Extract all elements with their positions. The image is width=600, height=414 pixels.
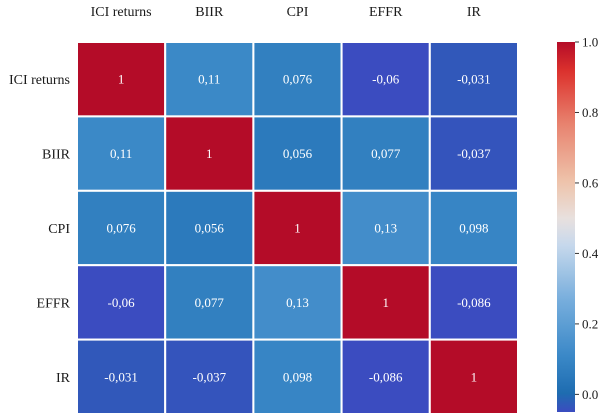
cell-value-label: -0,037 [457, 146, 491, 161]
x-tick-label: EFFR [369, 5, 403, 20]
heatmap-cell [164, 264, 255, 341]
heatmap-cell [76, 41, 167, 118]
cell-value-label: 1 [382, 295, 389, 310]
cell-value-label: -0,031 [457, 72, 491, 87]
cell-value-label: 1 [471, 369, 478, 384]
cell-value-label: 0,077 [195, 295, 225, 310]
colorbar-tick-label: 0.4 [582, 246, 599, 261]
heatmap-cell [76, 115, 167, 192]
x-tick-label: BIIR [195, 5, 224, 20]
cell-value-label: 0,098 [459, 221, 488, 236]
colorbar-tick-label: 1.0 [582, 35, 598, 50]
colorbar-tick-label: 0.2 [582, 316, 598, 331]
cell-value-label: 0,076 [283, 72, 313, 87]
x-axis-labels: ICI returns BIIR CPI EFFR IR [91, 5, 482, 20]
heatmap-cell [76, 338, 167, 414]
heatmap-cell [76, 264, 167, 341]
cell-value-label: 0,098 [283, 369, 312, 384]
cell-value-label: -0,086 [457, 295, 491, 310]
heatmap-cell [340, 189, 431, 267]
colorbar-ticks: 0.0 0.2 0.4 0.6 0.8 1.0 [575, 35, 599, 402]
heatmap-cell [428, 115, 519, 192]
cell-value-label: 0,056 [283, 146, 313, 161]
x-tick-label: IR [467, 5, 482, 20]
y-tick-label: BIIR [42, 148, 71, 163]
cell-value-label: 0,13 [286, 295, 309, 310]
x-tick-label: ICI returns [91, 5, 152, 20]
heatmap-cell [340, 264, 431, 341]
heatmap-cell [428, 338, 519, 414]
colorbar: 0.0 0.2 0.4 0.6 0.8 1.0 [557, 35, 599, 412]
heatmap-cell [164, 338, 255, 414]
heatmap-cell [252, 115, 343, 192]
colorbar-gradient [557, 42, 575, 412]
y-axis-labels: ICI returns BIIR CPI EFFR IR [9, 73, 71, 386]
heatmap-cells: 1 0,11 0,076 -0,06 -0,031 0,11 1 0,056 0,077 -0,0… [76, 41, 519, 414]
cell-value-label: -0,06 [108, 295, 136, 310]
cell-value-label: 1 [294, 221, 301, 236]
cell-value-label: 1 [118, 72, 125, 87]
y-tick-label: CPI [48, 222, 70, 237]
y-tick-label: ICI returns [9, 73, 70, 88]
cell-value-label: 0,077 [371, 146, 401, 161]
cell-value-label: -0,06 [372, 72, 400, 87]
cell-value-label: 0,076 [106, 221, 136, 236]
colorbar-tick-label: 0.8 [582, 105, 598, 120]
cell-value-label: 1 [206, 146, 213, 161]
heatmap-cell [164, 41, 255, 118]
colorbar-tick-label: 0.6 [582, 175, 599, 190]
y-tick-label: IR [56, 371, 71, 386]
heatmap-cell [164, 189, 255, 267]
heatmap-cell [428, 264, 519, 341]
cell-value-label: 0,13 [374, 221, 397, 236]
cell-value-label: -0,086 [369, 369, 403, 384]
cell-value-label: 0,056 [195, 221, 225, 236]
y-tick-label: EFFR [37, 296, 71, 311]
heatmap-cell [252, 264, 343, 341]
x-tick-label: CPI [287, 5, 309, 20]
cell-value-label: 0,11 [198, 72, 220, 87]
colorbar-tick-label: 0.0 [582, 387, 598, 402]
cell-value-label: 0,11 [110, 146, 132, 161]
cell-value-label: -0,037 [193, 369, 227, 384]
cell-value-label: -0,031 [104, 369, 138, 384]
